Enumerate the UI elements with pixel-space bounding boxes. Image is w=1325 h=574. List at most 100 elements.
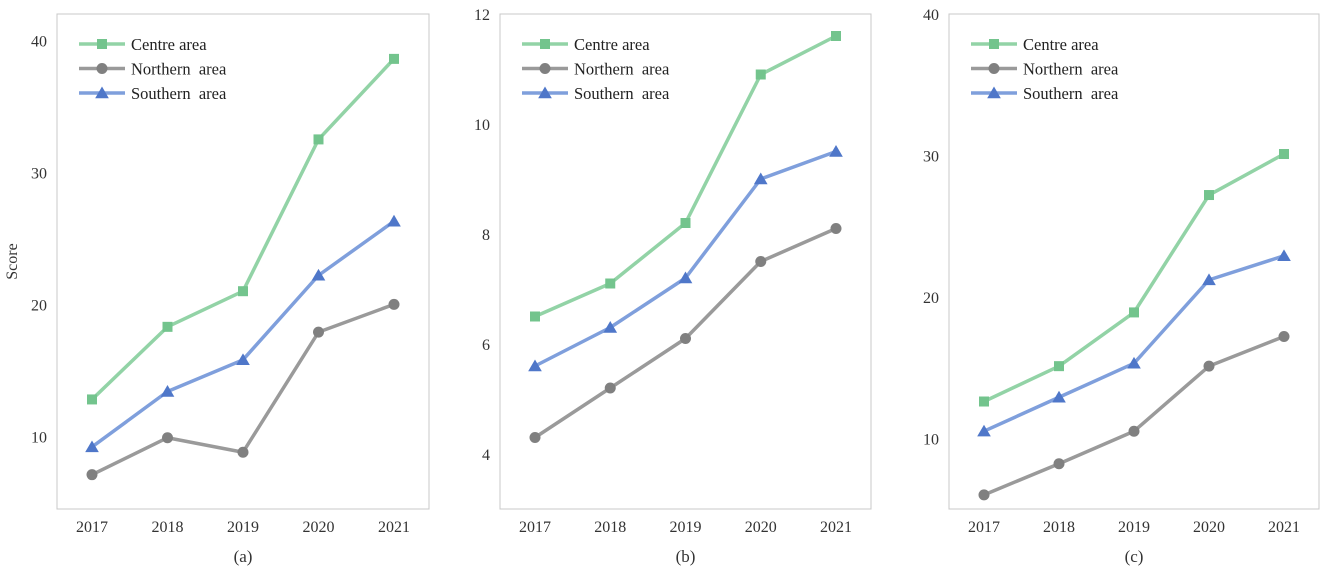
panel-caption: (b) [676, 547, 696, 566]
data-point [529, 432, 541, 443]
plot-frame [948, 13, 1320, 510]
data-point [238, 286, 248, 297]
data-point [162, 321, 173, 332]
data-point [680, 218, 691, 228]
data-point [162, 432, 173, 444]
x-tick-label: 2021 [378, 519, 410, 536]
x-tick-label: 2020 [303, 519, 335, 536]
legend-marker [539, 63, 551, 74]
data-point [1203, 360, 1215, 372]
legend-marker [987, 86, 1001, 99]
x-tick-label: 2020 [745, 519, 777, 536]
data-point [236, 353, 250, 366]
data-point [678, 271, 693, 284]
data-point [1128, 425, 1140, 437]
data-point [237, 446, 249, 458]
legend-label: Southern area [574, 84, 670, 103]
data-point [528, 359, 542, 372]
data-point [1202, 273, 1216, 286]
legend-label: Northern area [574, 60, 670, 79]
legend-marker [989, 39, 999, 49]
data-point [605, 278, 616, 289]
data-point [1277, 249, 1291, 262]
y-tick-label: 4 [482, 447, 490, 464]
chart-panel-2: 4 6 8 10 12 2017 2018 2019 2020 2021 (b) Centre are… [474, 7, 872, 566]
data-point [680, 333, 691, 344]
plot-frame [499, 13, 872, 510]
legend: Centre area Northern area Southern area [522, 35, 670, 103]
series-line-1 [90, 57, 396, 402]
panel-caption: (a) [234, 547, 253, 566]
x-tick-label: 2019 [1118, 519, 1150, 536]
data-point [977, 424, 991, 437]
y-tick-label: 6 [482, 337, 490, 354]
data-point [160, 385, 175, 397]
x-tick-label: 2018 [1043, 519, 1075, 536]
y-tick-label: 10 [31, 429, 47, 446]
data-point [1129, 307, 1139, 318]
legend-marker [96, 63, 108, 74]
legend: Centre area Northern area Southern area [79, 35, 227, 103]
data-point [1054, 361, 1064, 372]
x-tick-label: 2017 [76, 519, 108, 536]
data-point [604, 382, 616, 394]
legend-marker [97, 39, 107, 49]
data-point [1127, 356, 1141, 369]
legend-label: Centre area [574, 35, 650, 54]
data-point [313, 134, 324, 145]
y-tick-label: 30 [31, 165, 47, 182]
legend-label: Southern area [1023, 84, 1119, 103]
panel-caption: (c) [1125, 547, 1144, 566]
y-axis-label: Score [4, 243, 21, 279]
legend-label: Northern area [1023, 60, 1119, 79]
data-point [1204, 190, 1214, 201]
legend-label: Southern area [131, 84, 227, 103]
y-tick-label: 40 [923, 7, 939, 24]
legend-marker [95, 86, 109, 99]
data-point [1279, 149, 1289, 160]
data-point [979, 396, 989, 407]
data-point [829, 145, 843, 157]
data-point [87, 394, 97, 405]
data-point [978, 489, 990, 501]
y-tick-label: 20 [923, 290, 939, 307]
data-point [755, 69, 766, 80]
series-line-3 [982, 254, 1286, 433]
y-tick-label: 10 [474, 117, 490, 134]
data-point [753, 172, 768, 185]
chart-panel-3: 10 20 30 40 2017 2018 2019 2020 2021 (c) Centre ar… [923, 7, 1320, 566]
legend-label: Centre area [1023, 35, 1099, 54]
y-tick-label: 12 [474, 7, 490, 24]
x-tick-label: 2019 [670, 519, 702, 536]
data-point [86, 469, 98, 481]
x-tick-label: 2017 [968, 519, 1000, 536]
y-tick-label: 30 [923, 148, 939, 165]
y-tick-label: 40 [31, 33, 47, 50]
legend-marker [988, 63, 1000, 74]
y-tick-label: 20 [31, 297, 47, 314]
legend-marker [538, 86, 552, 99]
y-tick-label: 8 [482, 227, 490, 244]
legend-label: Northern area [131, 60, 227, 79]
data-point [831, 31, 841, 41]
data-point [311, 268, 326, 281]
data-point [388, 298, 400, 310]
x-tick-label: 2020 [1193, 519, 1225, 536]
data-point [1053, 458, 1065, 470]
series-line-3 [90, 219, 396, 449]
data-point [387, 214, 401, 227]
data-point [1052, 390, 1066, 403]
x-tick-label: 2019 [227, 519, 259, 536]
chart-panel-1: 10 20 30 40 2017 2018 2019 2020 2021 Score (a) Cent… [4, 13, 430, 566]
data-point [313, 326, 324, 338]
legend-marker [540, 39, 550, 49]
data-point [85, 440, 99, 453]
data-point [1278, 330, 1290, 342]
data-point [830, 223, 842, 234]
legend-label: Centre area [131, 35, 207, 54]
data-point [603, 321, 618, 333]
x-tick-label: 2021 [820, 519, 852, 536]
legend: Centre area Northern area Southern area [971, 35, 1119, 103]
x-tick-label: 2021 [1268, 519, 1300, 536]
